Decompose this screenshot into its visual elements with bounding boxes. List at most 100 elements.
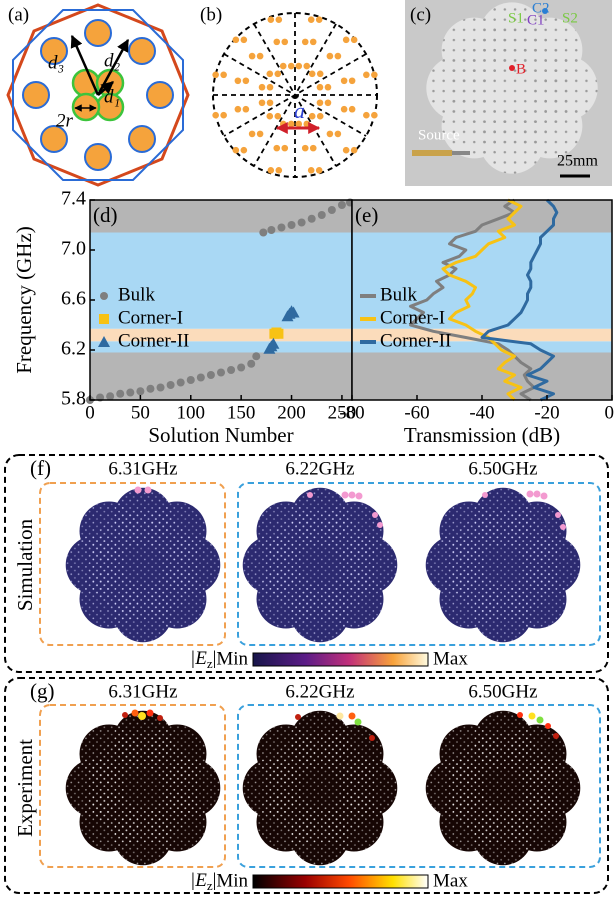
rod: [259, 99, 266, 106]
rod: [325, 99, 332, 106]
rod: [341, 106, 348, 113]
panel-a: (a) d₃ d₂ d₁ 2r: [8, 4, 188, 185]
data-point: [237, 364, 245, 372]
panel-label: (c): [410, 4, 431, 25]
probe-point: [509, 65, 515, 71]
rod: [308, 167, 315, 174]
rod: [268, 167, 275, 174]
colorbar-min: Min: [216, 870, 248, 891]
rod: [273, 39, 280, 46]
rod: [341, 77, 348, 84]
legend-label: Bulk: [380, 284, 417, 305]
x-tick-label: -60: [404, 402, 429, 423]
rod: [325, 84, 332, 91]
panel-b: a (b): [200, 4, 378, 177]
y-tick-label: 7.0: [61, 238, 86, 260]
frequency-label: 6.50GHz: [468, 458, 537, 479]
y-axis-label: Frequency (GHz): [12, 226, 36, 374]
rod: [281, 39, 288, 46]
d2-label: d₂: [104, 50, 121, 71]
rod: [371, 112, 378, 119]
rod: [343, 37, 350, 44]
data-point: [136, 387, 144, 395]
legend-label: Corner-II: [380, 330, 451, 351]
data-point: [146, 385, 154, 393]
rod: [257, 131, 264, 138]
frequency-label: 6.22GHz: [285, 458, 354, 479]
rod: [249, 131, 256, 138]
rod: [257, 53, 264, 60]
rod: [268, 16, 275, 23]
rod: [343, 147, 350, 154]
colorbar-max: Max: [433, 870, 468, 891]
x-axis-label: Transmission (dB): [404, 423, 560, 447]
data-point: [252, 352, 260, 360]
source-label: Source: [418, 127, 460, 143]
data-point: [288, 221, 296, 229]
colorbar-quantity: |Ez|: [190, 870, 216, 893]
rod: [295, 63, 302, 70]
rod: [235, 106, 242, 113]
y-tick-label: 5.8: [61, 388, 86, 410]
figure: (a) d₃ d₂ d₁ 2r a (b) (c) C2 C1 S1 S2 B …: [0, 0, 614, 897]
quantity: |E: [190, 648, 207, 669]
rod: [274, 70, 281, 77]
rod: [288, 63, 295, 70]
legend-label: Corner-I: [380, 307, 445, 328]
data-point: [227, 366, 235, 374]
x-tick-label: -80: [339, 402, 364, 423]
panel-label: (f): [30, 456, 51, 480]
data-point: [308, 215, 316, 223]
rod: [349, 77, 356, 84]
rod: [267, 84, 274, 91]
data-point: [187, 376, 195, 384]
rod: [335, 131, 342, 138]
x-tick-label: 150: [227, 402, 256, 423]
legend-label: Corner-II: [118, 330, 189, 351]
rod: [266, 113, 273, 120]
rod: [281, 145, 288, 152]
rod: [249, 53, 256, 60]
rod: [327, 131, 334, 138]
rod: [327, 53, 334, 60]
rod: [235, 77, 242, 84]
rod: [233, 37, 240, 44]
rod: [280, 63, 287, 70]
colorbar-max: Max: [433, 648, 468, 669]
rod: [349, 106, 356, 113]
y-tick-label: 6.2: [61, 338, 86, 360]
rod: [267, 99, 274, 106]
rod: [276, 16, 283, 23]
panel-label: (d): [93, 203, 118, 227]
row-label: Experiment: [13, 739, 37, 837]
row-label: Simulation: [13, 518, 37, 611]
r-label: 2r: [56, 110, 74, 131]
data-point: [298, 219, 306, 227]
data-point: [247, 360, 255, 368]
rod: [316, 167, 323, 174]
field-maps: [66, 487, 581, 643]
frequency-label: 6.50GHz: [468, 681, 537, 702]
rod: [302, 39, 309, 46]
data-point: [106, 392, 114, 400]
rod: [280, 121, 287, 128]
rod: [220, 72, 227, 79]
rod: [302, 145, 309, 152]
colorbar: [253, 875, 428, 888]
rod: [243, 106, 250, 113]
scale-label: 25mm: [557, 153, 598, 170]
data-point: [277, 224, 285, 232]
probe-label: S1: [508, 10, 524, 26]
colorbar-quantity: |Ez|: [190, 648, 216, 671]
data-point: [157, 384, 165, 392]
y-tick-label: 7.4: [61, 188, 86, 210]
data-point: [217, 369, 225, 377]
rod: [274, 113, 281, 120]
rod: [241, 147, 248, 154]
charts: 0501001502002505.86.26.67.07.4Solution N…: [12, 188, 614, 447]
rod: [276, 167, 283, 174]
quantity: |E: [190, 870, 207, 891]
frequency-band: [352, 200, 612, 233]
x-tick-label: 50: [131, 402, 150, 423]
data-point: [267, 226, 275, 234]
